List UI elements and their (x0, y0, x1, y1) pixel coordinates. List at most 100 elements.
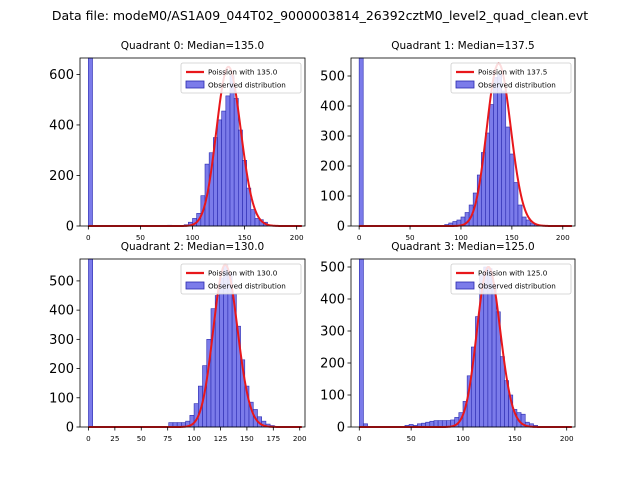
histogram-bar (525, 219, 531, 227)
histogram-bar (219, 277, 224, 428)
axes-frame (79, 258, 306, 428)
histogram-bar (493, 77, 498, 227)
legend-label-poisson: Poission with 135.0 (208, 68, 278, 77)
legend-bar-swatch (185, 281, 205, 290)
y-tick-label: 200 (320, 357, 345, 372)
y-tick-label: 300 (320, 325, 345, 340)
figure-suptitle: Data file: modeM0/AS1A09_044T02_90000038… (51, 8, 589, 23)
y-tick-label: 200 (320, 160, 345, 175)
y-tick-label: 400 (320, 100, 345, 115)
x-tick-label: 200 (290, 233, 304, 242)
x-tick-label: 200 (293, 434, 307, 443)
quadrant-title: Quadrant 2: Median=130.0 (121, 241, 264, 253)
legend-box (450, 62, 572, 94)
x-tick-label: 150 (508, 434, 522, 443)
x-tick-label: 75 (163, 434, 172, 443)
y-tick-label: 300 (49, 333, 74, 348)
legend-box (180, 263, 302, 295)
x-tick-label: 50 (137, 434, 147, 443)
legend-box (450, 263, 572, 295)
histogram-bar (221, 110, 227, 227)
x-tick-label: 200 (556, 233, 570, 242)
x-tick-label: 100 (454, 233, 468, 242)
histogram-bar (217, 119, 222, 227)
x-tick-label: 25 (110, 434, 119, 443)
y-tick-label: 0 (337, 220, 345, 235)
quadrant-3-chart: 0 50 100 150 200 0 100 200 300 400 500 Quadrant 3: … (320, 241, 576, 443)
y-tick-label: 100 (320, 190, 345, 205)
x-tick-label: 0 (357, 434, 362, 443)
y-tick-label: 400 (49, 304, 74, 319)
legend: Poission with 137.5 Observed distribution (450, 62, 572, 94)
y-tick-label: 100 (49, 391, 74, 406)
histogram-bar (505, 126, 511, 227)
histogram-bar (521, 216, 527, 227)
quadrant-1-chart: 0 50 100 150 200 0 100 200 300 400 500 Quadrant 1: … (320, 40, 576, 242)
x-tick-label: 50 (136, 233, 146, 242)
histogram-bar (485, 132, 490, 227)
legend-label-poisson: Poission with 137.5 (478, 68, 547, 77)
histogram-bar (517, 204, 523, 227)
histogram-bar (233, 98, 239, 227)
x-tick-label: 0 (86, 233, 91, 242)
histogram-bar (513, 182, 519, 227)
legend-bar-swatch (185, 80, 205, 89)
legend-box (180, 62, 302, 94)
x-tick-label: 100 (456, 434, 470, 443)
x-tick-label: 125 (214, 434, 228, 443)
axes-frame (350, 57, 576, 227)
histogram-bar (491, 284, 497, 428)
legend-label-observed: Observed distribution (478, 282, 556, 291)
x-tick-label: 200 (560, 434, 574, 443)
histogram-bar (509, 153, 515, 227)
quadrant-title: Quadrant 0: Median=135.0 (121, 40, 264, 52)
histogram-bar (88, 258, 93, 428)
y-tick-label: 200 (49, 362, 74, 377)
histogram-bar (489, 104, 494, 227)
legend-bar-swatch (455, 80, 475, 89)
y-tick-label: 400 (320, 293, 345, 308)
x-tick-label: 150 (240, 434, 254, 443)
y-tick-label: 600 (49, 68, 74, 83)
y-tick-label: 300 (320, 130, 345, 145)
legend: Poission with 130.0 Observed distribution (180, 263, 302, 295)
legend-bar-swatch (455, 281, 475, 290)
histogram-bar (358, 258, 364, 428)
x-tick-label: 150 (505, 233, 519, 242)
y-tick-label: 400 (49, 118, 74, 133)
x-tick-label: 50 (407, 434, 417, 443)
x-tick-label: 0 (357, 233, 362, 242)
legend: Poission with 135.0 Observed distribution (180, 62, 302, 94)
x-tick-label: 150 (238, 233, 252, 242)
histogram-bar (227, 273, 233, 428)
x-tick-label: 50 (405, 233, 415, 242)
x-tick-label: 100 (187, 434, 201, 443)
legend-label-observed: Observed distribution (208, 81, 286, 90)
y-tick-label: 200 (49, 169, 74, 184)
y-tick-label: 500 (49, 274, 74, 289)
histogram-bar (254, 218, 260, 227)
legend-label-observed: Observed distribution (208, 282, 286, 291)
histogram-bar (250, 209, 256, 227)
histogram-bar (88, 57, 93, 227)
quadrant-0-chart: 0 50 100 150 200 0 200 400 600 Quadrant 0: Median… (49, 40, 306, 242)
quadrant-title: Quadrant 1: Median=137.5 (391, 40, 534, 52)
histogram-bar (500, 356, 505, 428)
x-tick-label: 0 (86, 434, 91, 443)
legend-label-observed: Observed distribution (478, 81, 556, 90)
histogram-bar (358, 57, 364, 227)
x-tick-label: 100 (186, 233, 200, 242)
y-tick-label: 500 (320, 261, 345, 276)
histogram-bar (225, 95, 231, 227)
quadrant-2-chart: 0 25 50 75 100 125 150 175 200 0 100 200 300 400 500 Qu… (49, 241, 307, 443)
y-tick-label: 0 (337, 421, 345, 436)
y-tick-label: 0 (66, 421, 74, 436)
histogram-bar (497, 74, 502, 227)
histogram-bar (229, 75, 235, 227)
y-tick-label: 500 (320, 70, 345, 85)
histogram-bar (501, 90, 507, 227)
y-tick-label: 0 (66, 220, 74, 235)
quadrant-title: Quadrant 3: Median=125.0 (391, 241, 534, 253)
legend-label-poisson: Poission with 125.0 (478, 269, 548, 278)
